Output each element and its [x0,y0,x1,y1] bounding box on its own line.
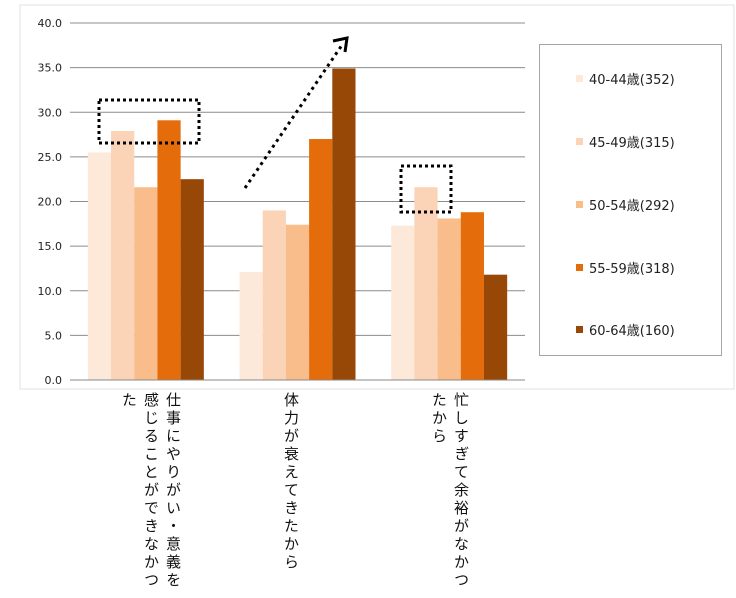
legend-swatch [576,326,583,333]
bar [262,210,286,380]
y-tick-label: 30.0 [38,106,63,119]
legend-item: 55-59歳(318) [576,258,675,277]
highlight-box-1 [97,98,201,145]
highlight-box-3 [399,164,453,214]
bar [391,225,415,380]
category-label-2: 体力が衰えてきたから [282,392,300,572]
trend-arrow-line [243,44,344,189]
bar [414,187,438,380]
category-label-3: 忙しすぎて余裕がなかつたから [430,392,470,590]
legend: 40-44歳(352) 45-49歳(315) 50-54歳(292) 55-5… [539,44,722,356]
y-axis-ticks: 0.0 5.0 10.0 15.0 20.0 25.0 30.0 35.0 40.0 [38,17,63,387]
legend-swatch [576,264,583,271]
bar [309,139,333,380]
y-tick-label: 10.0 [38,285,63,298]
bar [87,152,112,380]
bars [87,68,508,380]
legend-label: 45-49歳(315) [589,136,675,151]
y-tick-label: 5.0 [45,329,63,342]
legend-item: 40-44歳(352) [576,69,675,88]
legend-swatch [576,201,583,208]
y-tick-label: 20.0 [38,196,63,209]
y-tick-label: 35.0 [38,62,63,75]
y-tick-label: 40.0 [38,17,63,30]
legend-label: 55-59歳(318) [589,262,675,277]
bar [239,272,263,380]
y-tick-label: 25.0 [38,151,63,164]
trend-arrow-head [332,36,349,53]
chart-area-border [19,4,735,390]
category-label-1: 仕事にやりがい・意義を感じることができなかつた [120,392,182,590]
bar [483,274,508,380]
bar [180,179,204,380]
legend-swatch [576,138,583,145]
bar [134,187,158,380]
bar [111,130,135,380]
legend-item: 45-49歳(315) [576,132,675,151]
y-tick-label: 15.0 [38,240,63,253]
bar [437,218,461,380]
bar [285,224,310,380]
legend-label: 60-64歳(160) [589,324,675,339]
legend-label: 40-44歳(352) [589,73,675,88]
legend-label: 50-54歳(292) [589,199,675,214]
bar [157,120,181,380]
legend-item: 50-54歳(292) [576,195,675,214]
bar [332,68,356,380]
legend-item: 60-64歳(160) [576,320,675,339]
legend-swatch [576,75,583,82]
bar [460,212,484,380]
y-tick-label: 0.0 [45,374,63,387]
